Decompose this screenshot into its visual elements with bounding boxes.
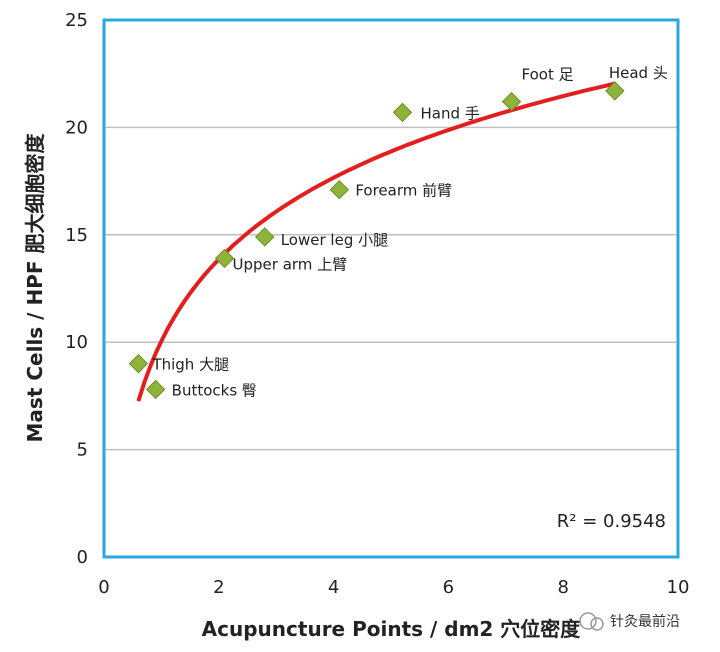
data-point-label: Buttocks 臀 [172, 381, 257, 399]
data-point-marker [145, 379, 166, 400]
y-tick-label: 5 [77, 440, 88, 461]
data-point-label: Thigh 大腿 [151, 356, 229, 374]
plot-area [104, 20, 678, 557]
data-point-marker [329, 179, 350, 200]
wechat-icon-bubble [590, 617, 604, 631]
data-point-marker [128, 353, 149, 374]
y-tick-label: 10 [65, 332, 88, 353]
x-tick-label: 0 [98, 577, 109, 598]
data-point-label: Hand 手 [420, 104, 479, 122]
data-point-marker [255, 227, 275, 247]
y-axis-title: Mast Cells / HPF 肥大细胞密度 [23, 133, 47, 443]
x-tick-label: 6 [443, 577, 454, 598]
y-tick-label: 15 [65, 225, 88, 246]
data-point-marker [605, 81, 625, 101]
wechat-icon [579, 612, 597, 630]
watermark: 针灸最前沿 [579, 612, 680, 631]
data-point-label: Foot 足 [522, 66, 574, 84]
data-point-label: Lower leg 小腿 [281, 231, 388, 249]
x-tick-label: 10 [667, 577, 690, 598]
x-tick-label: 4 [328, 577, 339, 598]
y-tick-label: 20 [65, 117, 88, 138]
y-tick-label: 0 [77, 547, 88, 568]
data-point-marker [214, 248, 235, 269]
gridlines [104, 126, 678, 451]
data-points: Thigh 大腿 Buttocks 臀 Upper arm 上臂 Lower leg … [128, 64, 668, 400]
watermark-text: 针灸最前沿 [610, 613, 680, 630]
x-tick-label: 2 [213, 577, 224, 598]
data-point-label: Forearm 前臂 [355, 182, 452, 200]
r-squared-label: R² = 0.9548 [557, 511, 666, 532]
x-axis-title: Acupuncture Points / dm2 穴位密度 [202, 617, 582, 641]
plot-frame [102, 18, 680, 559]
data-point-marker [501, 91, 522, 112]
data-point-marker [392, 102, 413, 123]
y-tick-label: 25 [65, 10, 88, 31]
x-axis-ticks: 0 2 4 6 8 10 [98, 577, 689, 598]
x-tick-label: 8 [557, 577, 568, 598]
data-point-label: Upper arm 上臂 [233, 255, 348, 273]
data-point-label: Head 头 [609, 64, 668, 82]
y-axis-ticks: 0 5 10 15 20 25 [65, 10, 88, 568]
